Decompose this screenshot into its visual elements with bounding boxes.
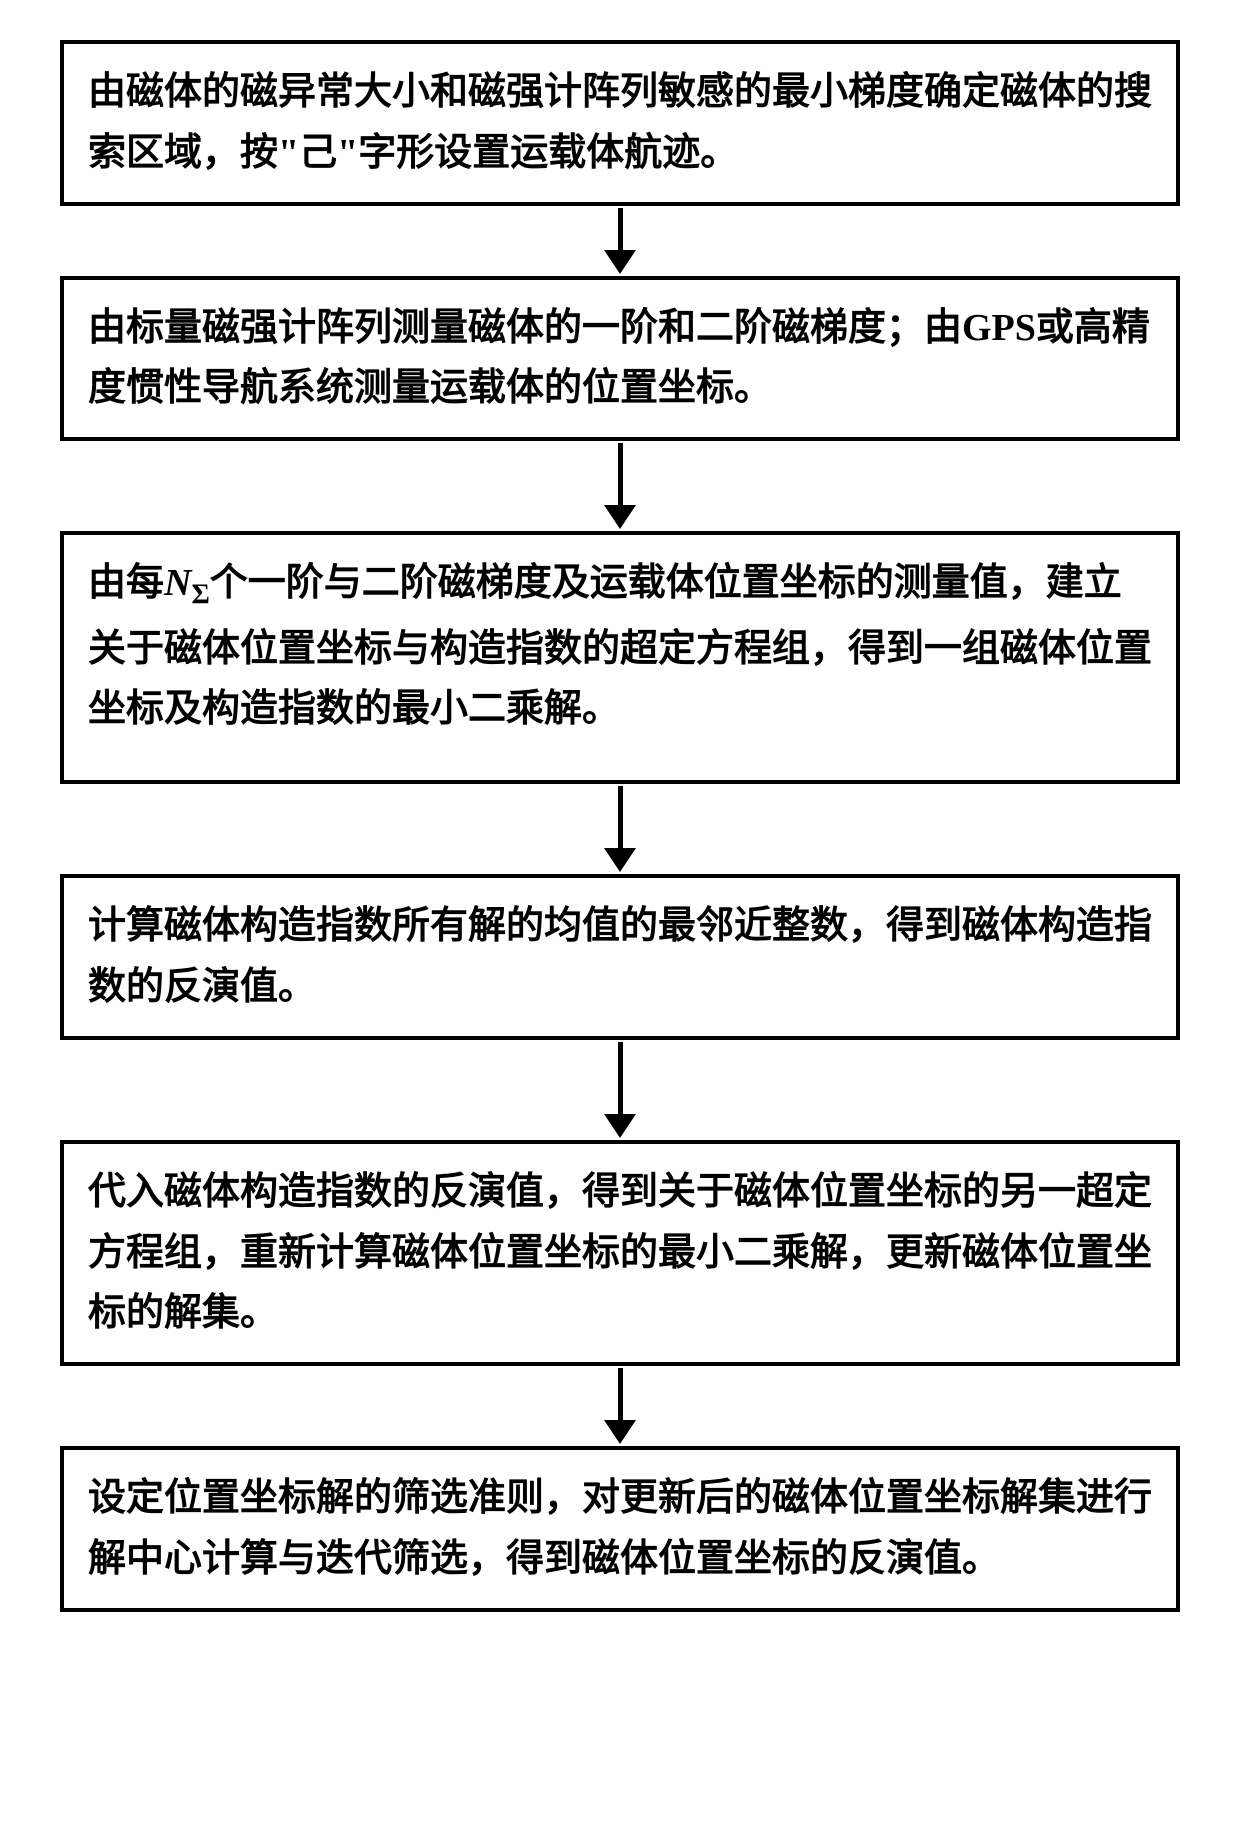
- arrow-head-icon: [604, 1114, 636, 1138]
- arrow-shaft: [618, 1042, 623, 1114]
- step-var: N: [164, 562, 191, 604]
- arrow-5: [604, 1366, 636, 1446]
- arrow-shaft: [618, 208, 623, 250]
- arrow-shaft: [618, 786, 623, 848]
- flowchart-step-4: 计算磁体构造指数所有解的均值的最邻近整数，得到磁体构造指数的反演值。: [60, 874, 1180, 1040]
- arrow-head-icon: [604, 250, 636, 274]
- step-text-suffix: 个一阶与二阶磁梯度及运载体位置坐标的测量值，建立关于磁体位置坐标与构造指数的超定…: [88, 562, 1152, 730]
- step-sub: Σ: [191, 580, 209, 611]
- arrow-head-icon: [604, 848, 636, 872]
- arrow-2: [604, 441, 636, 531]
- arrow-head-icon: [604, 1420, 636, 1444]
- flowchart-step-1: 由磁体的磁异常大小和磁强计阵列敏感的最小梯度确定磁体的搜索区域，按"己"字形设置…: [60, 40, 1180, 206]
- flowchart-step-3: 由每NΣ个一阶与二阶磁梯度及运载体位置坐标的测量值，建立关于磁体位置坐标与构造指…: [60, 531, 1180, 784]
- arrow-3: [604, 784, 636, 874]
- flowchart-step-5: 代入磁体构造指数的反演值，得到关于磁体位置坐标的另一超定方程组，重新计算磁体位置…: [60, 1140, 1180, 1366]
- step-text: 由标量磁强计阵列测量磁体的一阶和二阶磁梯度；由GPS或高精度惯性导航系统测量运载…: [88, 307, 1150, 410]
- arrow-4: [604, 1040, 636, 1140]
- step-text: 计算磁体构造指数所有解的均值的最邻近整数，得到磁体构造指数的反演值。: [88, 905, 1152, 1008]
- flowchart-step-6: 设定位置坐标解的筛选准则，对更新后的磁体位置坐标解集进行解中心计算与迭代筛选，得…: [60, 1446, 1180, 1612]
- step-text: 由磁体的磁异常大小和磁强计阵列敏感的最小梯度确定磁体的搜索区域，按"己"字形设置…: [88, 71, 1152, 174]
- step-text-prefix: 由每: [88, 562, 164, 604]
- flowchart-container: 由磁体的磁异常大小和磁强计阵列敏感的最小梯度确定磁体的搜索区域，按"己"字形设置…: [60, 40, 1180, 1612]
- step-text: 代入磁体构造指数的反演值，得到关于磁体位置坐标的另一超定方程组，重新计算磁体位置…: [88, 1171, 1152, 1335]
- arrow-1: [604, 206, 636, 276]
- arrow-shaft: [618, 443, 623, 505]
- flowchart-step-2: 由标量磁强计阵列测量磁体的一阶和二阶磁梯度；由GPS或高精度惯性导航系统测量运载…: [60, 276, 1180, 442]
- arrow-head-icon: [604, 505, 636, 529]
- arrow-shaft: [618, 1368, 623, 1420]
- step-text: 设定位置坐标解的筛选准则，对更新后的磁体位置坐标解集进行解中心计算与迭代筛选，得…: [88, 1477, 1152, 1580]
